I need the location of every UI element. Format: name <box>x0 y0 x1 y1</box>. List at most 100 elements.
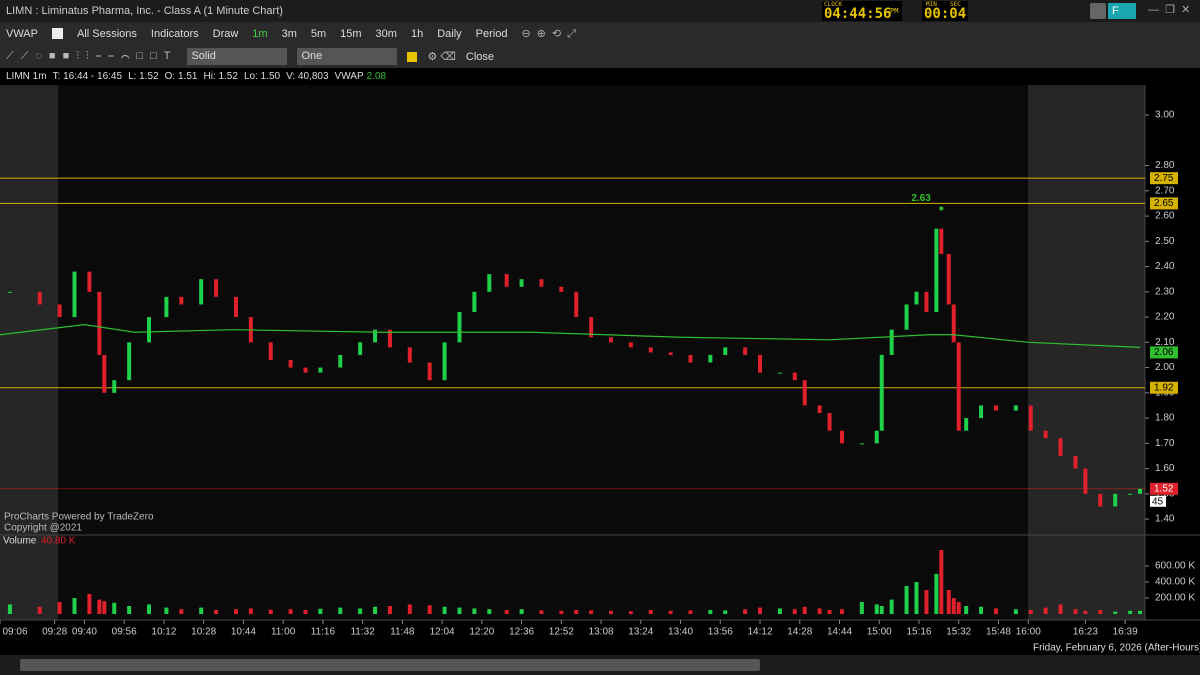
draw-toolbar: ⟋⟋◌■■⫶⫶⎯⎯⌒□□T Solid One ⚙ ⌫ Close <box>0 45 1200 68</box>
volume-bar <box>1043 607 1048 614</box>
volume-bar <box>87 594 92 614</box>
candle <box>904 304 909 330</box>
volume-bar <box>248 608 253 614</box>
y-tick-label: 2.30 <box>1155 286 1175 297</box>
timer-label: SEC <box>950 1 961 8</box>
window-controls[interactable]: — ❐ ✕ <box>1148 4 1191 16</box>
volume-bar <box>934 574 939 614</box>
settings-button[interactable] <box>1090 3 1106 19</box>
x-tick-label: 15:32 <box>946 627 971 638</box>
candle <box>939 228 944 254</box>
candle <box>7 291 12 293</box>
indicators-button[interactable]: Indicators <box>150 27 199 40</box>
color-picker[interactable] <box>407 51 418 62</box>
info-item: V: 40,803 <box>286 71 329 82</box>
high-marker <box>939 206 944 211</box>
x-tick-label: 11:32 <box>350 627 375 638</box>
info-item: Hi: 1.52 <box>203 71 238 82</box>
x-tick-label: 11:16 <box>311 627 336 638</box>
volume-bar <box>956 602 961 614</box>
interval-button[interactable]: 3m <box>281 27 297 40</box>
candle <box>743 347 748 355</box>
draw-tools[interactable]: ⟋⟋◌■■⫶⫶⎯⎯⌒□□T <box>6 50 178 62</box>
x-tick-label: 12:20 <box>469 627 494 638</box>
volume-bar <box>874 604 879 614</box>
tools[interactable]: ⚙ ⌫ <box>427 51 456 63</box>
volume-bar <box>817 608 822 614</box>
volume-bar <box>924 590 929 614</box>
chart: ProCharts Powered by TradeZero Copyright… <box>0 85 1200 675</box>
candle <box>874 430 879 444</box>
interval-button[interactable]: 5m <box>310 27 327 40</box>
volume-bar <box>951 598 956 614</box>
candle <box>827 413 832 431</box>
high-label: 2.63 <box>911 193 931 204</box>
volume-bar <box>164 607 169 614</box>
candle <box>574 291 579 318</box>
interval-button[interactable]: Daily <box>437 27 462 40</box>
last-price-label: 1.52 <box>1154 483 1174 494</box>
last-price-tag <box>1150 482 1178 495</box>
ticker: LIMN 1m <box>6 71 47 82</box>
candle <box>879 354 884 431</box>
line-width-select[interactable]: One <box>297 48 398 65</box>
candle <box>37 291 42 305</box>
countdown-tag <box>1150 495 1166 507</box>
y-tick-label: 2.10 <box>1155 337 1175 348</box>
y-tick-label: 1.40 <box>1155 514 1175 525</box>
volume-bar <box>7 604 12 614</box>
close-button[interactable]: Close <box>465 50 495 63</box>
candle <box>817 405 822 414</box>
interval-button[interactable]: 30m <box>375 27 397 40</box>
candle <box>1013 405 1018 411</box>
candle <box>57 304 62 318</box>
candle <box>934 228 939 313</box>
clock-time: 04:44:56 <box>824 6 892 22</box>
candle <box>559 286 564 292</box>
sessions-button[interactable]: All Sessions <box>77 27 137 40</box>
x-tick-label: 09:28 <box>42 627 67 638</box>
countdown: 45 <box>1152 496 1164 507</box>
volume-bar <box>127 606 132 614</box>
candle <box>539 279 544 287</box>
candle <box>951 304 956 343</box>
x-tick-label: 09:06 <box>2 627 27 638</box>
candle <box>1083 468 1088 494</box>
zoom-tools[interactable]: ⊖⊕⟲⤢ <box>521 27 582 40</box>
y-tick-label: 2.60 <box>1155 211 1175 222</box>
vwap-button[interactable]: VWAP <box>6 27 38 40</box>
interval-button[interactable]: 15m <box>340 27 362 40</box>
volume-bar <box>199 607 204 614</box>
candle <box>608 337 613 343</box>
y-tick-label: 1.70 <box>1155 438 1175 449</box>
volume-bar <box>939 550 944 614</box>
vwap-tag <box>1150 346 1178 359</box>
account-button[interactable]: F <box>1108 3 1136 19</box>
timer: MIN SEC 00:04 <box>922 1 968 22</box>
candle <box>979 405 984 419</box>
interval-button[interactable]: 1h <box>410 27 424 40</box>
candle <box>179 296 184 305</box>
volume-bar <box>338 607 343 614</box>
candle <box>457 312 462 343</box>
x-tick-label: 13:24 <box>628 627 653 638</box>
interval-button[interactable]: 1m <box>252 27 268 40</box>
x-tick-label: 10:12 <box>151 627 176 638</box>
scrollbar-thumb[interactable] <box>20 659 760 671</box>
checkbox[interactable] <box>52 28 63 39</box>
volume-bar <box>708 610 713 614</box>
x-tick-label: 10:44 <box>231 627 256 638</box>
y-tick-label: 3.00 <box>1155 110 1175 121</box>
candle <box>112 380 117 393</box>
volume-bar <box>539 610 544 614</box>
period-button[interactable]: Period <box>475 27 508 40</box>
line-style-select[interactable]: Solid <box>187 48 288 65</box>
volume-bar <box>373 606 378 614</box>
volume-bar <box>457 607 462 614</box>
info-item: O: 1.51 <box>164 71 198 82</box>
draw-button[interactable]: Draw <box>212 27 239 40</box>
price-line-tag <box>1150 197 1178 210</box>
candle <box>519 279 524 287</box>
volume-bar <box>792 609 797 614</box>
price-line-tag <box>1150 172 1178 185</box>
